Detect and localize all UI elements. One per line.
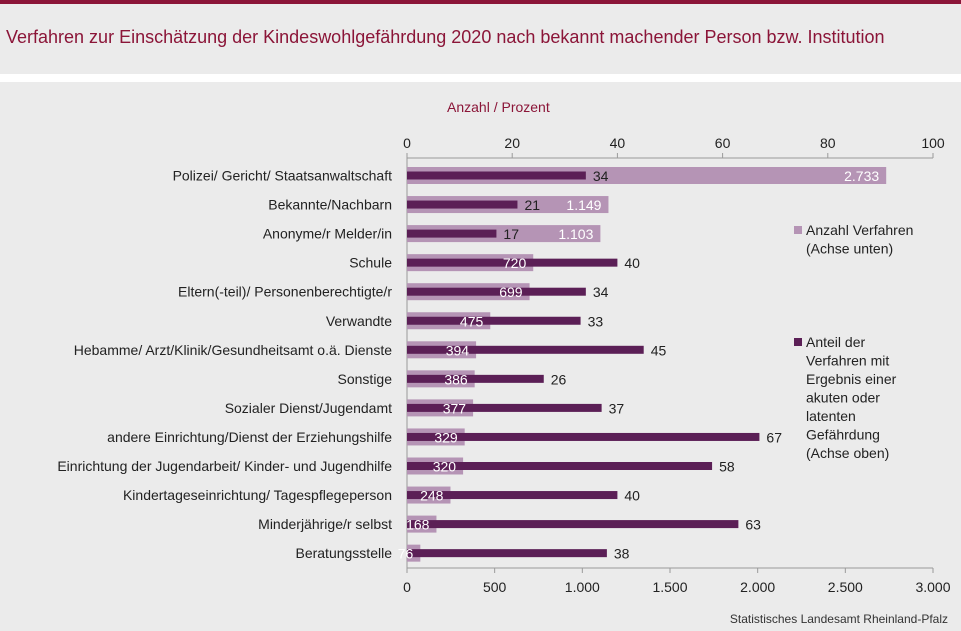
legend-label: Anteil der xyxy=(806,334,865,350)
anzahl-value-label: 248 xyxy=(420,488,444,504)
anteil-value-label: 38 xyxy=(614,546,630,562)
anteil-bar xyxy=(407,432,760,441)
category-label: Verwandte xyxy=(326,313,392,329)
category-label: Schule xyxy=(349,255,392,271)
bottom-axis-tick-label: 500 xyxy=(483,579,507,595)
anteil-bar xyxy=(407,491,618,500)
top-axis-tick-label: 40 xyxy=(610,135,626,151)
top-axis-tick-label: 60 xyxy=(715,135,731,151)
legend-label: (Achse unten) xyxy=(806,241,893,257)
anteil-value-label: 26 xyxy=(551,371,567,387)
anteil-value-label: 21 xyxy=(524,197,540,213)
category-label: Kindertageseinrichtung/ Tagespflegeperso… xyxy=(123,487,392,503)
category-label: Einrichtung der Jugendarbeit/ Kinder- un… xyxy=(57,458,392,474)
anzahl-value-label: 329 xyxy=(434,429,458,445)
axis-title: Anzahl / Prozent xyxy=(447,99,550,115)
anteil-value-label: 37 xyxy=(609,400,625,416)
anzahl-value-label: 76 xyxy=(398,546,414,562)
anteil-value-label: 40 xyxy=(624,488,640,504)
anteil-value-label: 17 xyxy=(503,226,519,242)
anzahl-value-label: 168 xyxy=(406,517,430,533)
anteil-value-label: 58 xyxy=(719,459,735,475)
top-axis-tick-label: 20 xyxy=(504,135,520,151)
anzahl-value-label: 2.733 xyxy=(844,168,879,184)
bottom-axis-tick-label: 2.000 xyxy=(740,579,775,595)
anteil-bar xyxy=(407,374,544,383)
anteil-value-label: 33 xyxy=(588,313,604,329)
category-label: Hebamme/ Arzt/Klinik/Gesundheitsamt o.ä.… xyxy=(74,342,392,358)
top-axis-tick-label: 0 xyxy=(403,135,411,151)
chart-title: Verfahren zur Einschätzung der Kindeswoh… xyxy=(6,27,885,47)
anteil-bar xyxy=(407,462,713,470)
bottom-axis-tick-label: 1.000 xyxy=(565,579,600,595)
category-label: Minderjährige/r selbst xyxy=(258,516,392,532)
title-band xyxy=(0,4,961,74)
anteil-value-label: 67 xyxy=(766,429,782,445)
legend-label: akuten oder xyxy=(806,390,880,406)
anzahl-value-label: 1.149 xyxy=(566,197,601,213)
anteil-bar xyxy=(407,229,497,238)
anzahl-value-label: 320 xyxy=(433,459,457,475)
anzahl-value-label: 699 xyxy=(499,284,523,300)
anteil-bar xyxy=(407,171,586,180)
top-accent-line xyxy=(0,0,961,4)
bottom-axis-tick-label: 1.500 xyxy=(652,579,687,595)
anteil-value-label: 34 xyxy=(593,168,609,184)
legend-swatch-anzahl xyxy=(794,226,802,234)
anteil-bar xyxy=(407,287,586,296)
anzahl-value-label: 377 xyxy=(443,400,467,416)
anzahl-value-label: 386 xyxy=(444,371,468,387)
anteil-bar xyxy=(407,549,607,558)
bottom-axis-tick-label: 3.000 xyxy=(915,579,950,595)
anteil-bar xyxy=(407,200,518,209)
legend-label: Anzahl Verfahren xyxy=(806,222,913,238)
anteil-bar xyxy=(407,258,618,267)
legend-label: latenten xyxy=(806,408,856,424)
top-axis-tick-label: 80 xyxy=(820,135,836,151)
anzahl-value-label: 475 xyxy=(460,313,484,329)
legend-label: (Achse oben) xyxy=(806,445,889,461)
anteil-value-label: 40 xyxy=(624,255,640,271)
anteil-value-label: 34 xyxy=(593,284,609,300)
category-label: Polizei/ Gericht/ Staatsanwaltschaft xyxy=(173,168,393,184)
category-label: Bekannte/Nachbarn xyxy=(268,197,392,213)
anteil-value-label: 63 xyxy=(745,517,761,533)
anzahl-value-label: 1.103 xyxy=(558,226,593,242)
bottom-axis-tick-label: 2.500 xyxy=(828,579,863,595)
bottom-axis-tick-label: 0 xyxy=(403,579,411,595)
anzahl-value-label: 394 xyxy=(446,342,470,358)
anteil-bar xyxy=(407,316,581,325)
legend-label: Ergebnis einer xyxy=(806,371,897,387)
top-axis-tick-label: 100 xyxy=(921,135,945,151)
anteil-bar xyxy=(407,520,739,529)
category-label: Anonyme/r Melder/in xyxy=(263,226,392,242)
legend-label: Verfahren mit xyxy=(806,353,889,369)
category-label: Sonstige xyxy=(338,371,393,387)
anteil-bar xyxy=(407,345,644,354)
anzahl-bar xyxy=(407,167,887,184)
anzahl-value-label: 720 xyxy=(503,255,527,271)
anteil-bar xyxy=(407,403,602,412)
category-label: Beratungsstelle xyxy=(295,545,392,561)
category-label: andere Einrichtung/Dienst der Erziehungs… xyxy=(107,429,392,445)
legend-label: Gefährdung xyxy=(806,427,880,443)
category-label: Sozialer Dienst/Jugendamt xyxy=(225,400,392,416)
legend-swatch-anteil xyxy=(794,338,802,346)
source-note: Statistisches Landesamt Rheinland-Pfalz xyxy=(730,612,948,626)
anteil-value-label: 45 xyxy=(651,342,667,358)
category-label: Eltern(-teil)/ Personenberechtigte/r xyxy=(178,284,392,300)
anzahl-bar xyxy=(407,225,601,243)
